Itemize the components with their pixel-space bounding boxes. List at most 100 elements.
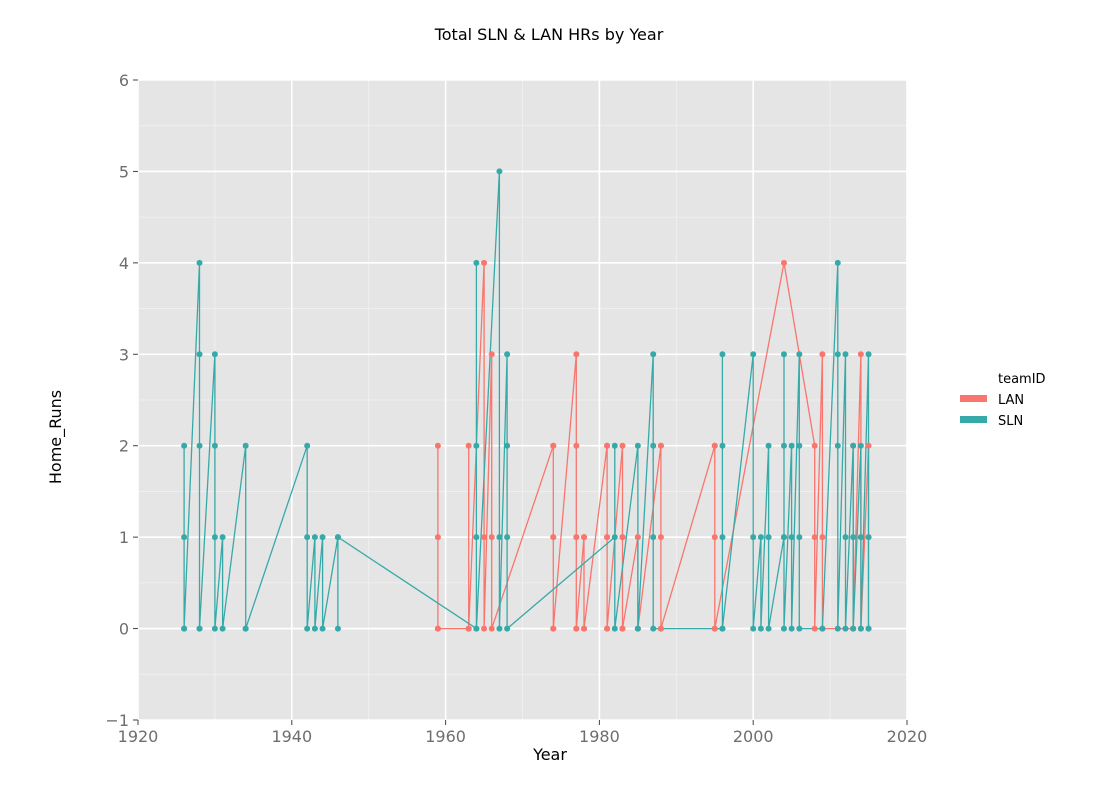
data-point-lan <box>604 442 611 449</box>
data-point-lan <box>481 259 488 266</box>
data-point-lan <box>550 625 557 632</box>
data-point-sln <box>311 625 318 632</box>
data-point-lan <box>488 625 495 632</box>
y-tick-label: −1 <box>105 711 129 730</box>
data-point-sln <box>611 442 618 449</box>
data-point-sln <box>473 625 480 632</box>
data-point-sln <box>334 625 341 632</box>
data-point-sln <box>319 534 326 541</box>
data-point-sln <box>304 534 311 541</box>
data-point-sln <box>819 625 826 632</box>
data-point-lan <box>434 625 441 632</box>
data-point-sln <box>219 534 226 541</box>
data-point-sln <box>473 442 480 449</box>
data-point-sln <box>796 534 803 541</box>
data-point-sln <box>650 534 657 541</box>
data-point-sln <box>196 351 203 358</box>
data-point-sln <box>788 442 795 449</box>
data-point-lan <box>604 534 611 541</box>
legend-title: teamID <box>998 372 1046 387</box>
x-tick-label: 1920 <box>118 727 159 746</box>
legend-items: LAN SLN <box>960 393 1024 429</box>
data-point-sln <box>196 259 203 266</box>
series-line-sln <box>183 171 870 631</box>
data-point-sln <box>611 534 618 541</box>
data-point-sln <box>650 351 657 358</box>
data-point-sln <box>181 534 188 541</box>
data-point-lan <box>573 625 580 632</box>
data-point-sln <box>757 534 764 541</box>
data-point-sln <box>634 625 641 632</box>
data-point-sln <box>857 534 864 541</box>
data-point-sln <box>765 534 772 541</box>
data-point-sln <box>242 625 249 632</box>
data-point-sln <box>181 625 188 632</box>
data-point-sln <box>496 625 503 632</box>
data-point-lan <box>711 442 718 449</box>
data-point-lan <box>619 442 626 449</box>
data-point-sln <box>719 442 726 449</box>
data-point-sln <box>504 442 511 449</box>
data-point-sln <box>850 442 857 449</box>
data-point-lan <box>488 351 495 358</box>
data-point-sln <box>504 351 511 358</box>
data-point-sln <box>765 625 772 632</box>
data-point-sln <box>181 442 188 449</box>
data-point-lan <box>811 534 818 541</box>
data-point-sln <box>504 534 511 541</box>
data-point-lan <box>573 534 580 541</box>
x-tick-label: 2020 <box>887 727 928 746</box>
data-point-lan <box>657 442 664 449</box>
data-point-sln <box>334 534 341 541</box>
data-point-sln <box>211 442 218 449</box>
data-point-sln <box>796 351 803 358</box>
data-point-sln <box>780 625 787 632</box>
data-point-sln <box>242 442 249 449</box>
data-point-lan <box>573 442 580 449</box>
data-point-sln <box>788 625 795 632</box>
axis-ticks <box>133 79 908 725</box>
data-point-lan <box>465 442 472 449</box>
y-tick-label: 2 <box>119 437 129 456</box>
data-point-sln <box>865 625 872 632</box>
x-axis-label: Year <box>532 745 567 764</box>
data-point-lan <box>811 442 818 449</box>
data-point-lan <box>550 442 557 449</box>
y-axis-label: Home_Runs <box>46 390 66 484</box>
data-point-lan <box>488 534 495 541</box>
data-point-sln <box>473 534 480 541</box>
data-point-lan <box>581 534 588 541</box>
data-point-sln <box>796 442 803 449</box>
data-point-sln <box>473 259 480 266</box>
data-point-sln <box>834 442 841 449</box>
data-point-sln <box>865 351 872 358</box>
data-point-sln <box>196 625 203 632</box>
data-point-lan <box>857 351 864 358</box>
data-point-lan <box>481 625 488 632</box>
data-point-sln <box>719 351 726 358</box>
y-tick-label: 5 <box>119 162 129 181</box>
data-point-sln <box>780 534 787 541</box>
data-point-lan <box>657 534 664 541</box>
data-point-lan <box>434 442 441 449</box>
data-point-sln <box>850 534 857 541</box>
data-point-lan <box>819 534 826 541</box>
data-point-lan <box>819 351 826 358</box>
data-point-lan <box>481 534 488 541</box>
data-point-lan <box>634 534 641 541</box>
data-point-lan <box>581 625 588 632</box>
x-tick-label: 1960 <box>425 727 466 746</box>
data-point-lan <box>657 625 664 632</box>
data-point-lan <box>711 534 718 541</box>
data-point-sln <box>211 534 218 541</box>
legend-swatch-sln <box>960 416 987 423</box>
y-tick-label: 3 <box>119 345 129 364</box>
data-point-lan <box>711 625 718 632</box>
data-point-sln <box>857 625 864 632</box>
y-tick-label: 0 <box>119 620 129 639</box>
data-point-sln <box>857 442 864 449</box>
data-point-sln <box>650 442 657 449</box>
legend-swatch-lan <box>960 395 987 402</box>
data-point-sln <box>196 442 203 449</box>
